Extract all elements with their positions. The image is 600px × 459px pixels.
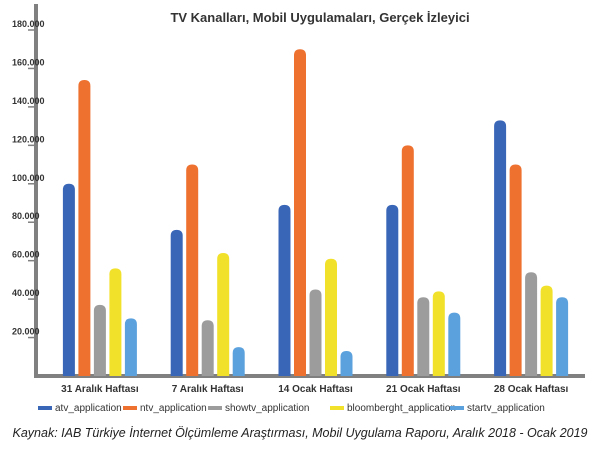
legend-label: bloomberght_application bbox=[347, 403, 456, 414]
bar-showtv-application-4 bbox=[417, 297, 430, 376]
y-tick-label: 180.000 bbox=[12, 19, 45, 29]
chart-title: TV Kanalları, Mobil Uygulamaları, Gerçek… bbox=[170, 10, 469, 25]
bar-ntv-application-2 bbox=[186, 164, 199, 376]
bar-atv-application-3 bbox=[278, 204, 291, 376]
x-tick-label: 21 Ocak Haftası bbox=[386, 384, 461, 395]
legend: atv_application ntv_application showtv_app… bbox=[38, 403, 545, 414]
y-tick-label: 100.000 bbox=[12, 173, 45, 183]
x-axis: 31 Aralık Haftası 7 Aralık Haftası 14 Ocak… bbox=[34, 374, 585, 395]
bar-startv-application-4 bbox=[448, 312, 461, 376]
y-axis: 20.000 40.000 60.000 80.000 100.000 120.000 14… bbox=[12, 4, 45, 378]
legend-item-ntv-application: ntv_application bbox=[123, 403, 207, 414]
legend-item-bloomberght-application: bloomberght_application bbox=[330, 403, 456, 414]
legend-item-startv-application: startv_application bbox=[450, 403, 545, 414]
bar-bloomberght-application-1 bbox=[109, 268, 122, 376]
bars bbox=[62, 49, 569, 376]
y-tick-label: 120.000 bbox=[12, 134, 45, 144]
bar-bloomberght-application-5 bbox=[540, 285, 553, 376]
bar-ntv-application-1 bbox=[78, 79, 91, 376]
bar-showtv-application-2 bbox=[201, 320, 214, 376]
y-tick-label: 80.000 bbox=[12, 211, 40, 221]
bar-showtv-application-1 bbox=[93, 304, 106, 376]
legend-swatch bbox=[330, 406, 344, 410]
legend-item-showtv-application: showtv_application bbox=[208, 403, 310, 414]
bar-atv-application-2 bbox=[170, 229, 183, 376]
bar-bloomberght-application-4 bbox=[432, 291, 445, 376]
legend-swatch bbox=[38, 406, 52, 410]
x-tick-label: 7 Aralık Haftası bbox=[172, 384, 244, 395]
bar-atv-application-5 bbox=[494, 120, 507, 376]
y-tick-label: 40.000 bbox=[12, 288, 40, 298]
legend-label: ntv_application bbox=[140, 403, 207, 414]
legend-swatch bbox=[450, 406, 464, 410]
bar-showtv-application-5 bbox=[525, 272, 538, 376]
y-tick-label: 60.000 bbox=[12, 250, 40, 260]
x-tick-label: 31 Aralık Haftası bbox=[61, 384, 139, 395]
bar-ntv-application-3 bbox=[294, 49, 306, 376]
legend-label: atv_application bbox=[55, 403, 122, 414]
legend-label: startv_application bbox=[467, 403, 545, 414]
y-tick-label: 160.000 bbox=[12, 57, 45, 67]
bar-startv-application-3 bbox=[340, 351, 353, 376]
bar-atv-application-1 bbox=[62, 183, 75, 376]
bar-startv-application-5 bbox=[556, 297, 569, 376]
bar-atv-application-4 bbox=[386, 204, 399, 376]
legend-item-atv-application: atv_application bbox=[38, 403, 122, 414]
bar-ntv-application-4 bbox=[401, 145, 414, 376]
x-tick-label: 28 Ocak Haftası bbox=[494, 384, 569, 395]
y-tick-label: 140.000 bbox=[12, 96, 45, 106]
bar-bloomberght-application-3 bbox=[325, 258, 337, 376]
bar-startv-application-1 bbox=[124, 318, 137, 376]
x-tick-label: 14 Ocak Haftası bbox=[278, 384, 353, 395]
legend-swatch bbox=[123, 406, 137, 410]
bar-bloomberght-application-2 bbox=[217, 252, 230, 376]
bar-showtv-application-3 bbox=[309, 289, 322, 376]
legend-swatch bbox=[208, 406, 222, 410]
y-tick-label: 20.000 bbox=[12, 327, 40, 337]
bar-ntv-application-5 bbox=[509, 164, 522, 376]
source-note: Kaynak: IAB Türkiye İnternet Ölçümleme A… bbox=[12, 426, 588, 440]
legend-label: showtv_application bbox=[225, 403, 310, 414]
bar-startv-application-2 bbox=[232, 347, 245, 376]
